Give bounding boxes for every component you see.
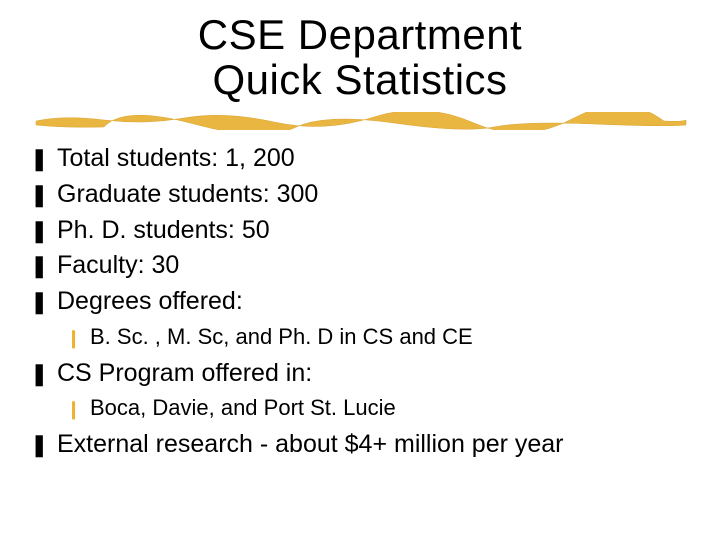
slide: { "title": { "line1": "CSE Department", …	[0, 0, 720, 540]
list-item-text: Total students: 1, 200	[57, 142, 295, 176]
slide-body: ❚ Total students: 1, 200 ❚ Graduate stud…	[30, 142, 690, 464]
list-subitem-text: Boca, Davie, and Port St. Lucie	[90, 392, 396, 424]
list-item-text: Ph. D. students: 50	[57, 214, 270, 248]
bullet-icon: ❚	[30, 359, 50, 389]
list-item: ❚ Ph. D. students: 50	[30, 214, 690, 248]
list-subitem: ❙ Boca, Davie, and Port St. Lucie	[66, 392, 690, 424]
list-item: ❚ Degrees offered:	[30, 285, 690, 319]
slide-title: CSE Department Quick Statistics	[0, 12, 720, 103]
title-line-2: Quick Statistics	[212, 56, 507, 103]
sub-bullet-icon: ❙	[66, 325, 84, 351]
list-subitem-text: B. Sc. , M. Sc, and Ph. D in CS and CE	[90, 321, 473, 353]
bullet-icon: ❚	[30, 216, 50, 246]
list-item: ❚ External research - about $4+ million …	[30, 428, 690, 462]
list-item-text: External research - about $4+ million pe…	[57, 428, 564, 462]
list-item-text: Degrees offered:	[57, 285, 243, 319]
title-underline	[34, 112, 688, 130]
bullet-icon: ❚	[30, 251, 50, 281]
list-item: ❚ Faculty: 30	[30, 249, 690, 283]
bullet-icon: ❚	[30, 430, 50, 460]
title-line-1: CSE Department	[198, 11, 522, 58]
list-item: ❚ CS Program offered in:	[30, 357, 690, 391]
bullet-icon: ❚	[30, 144, 50, 174]
list-item: ❚ Graduate students: 300	[30, 178, 690, 212]
list-subitem: ❙ B. Sc. , M. Sc, and Ph. D in CS and CE	[66, 321, 690, 353]
list-item-text: Faculty: 30	[57, 249, 179, 283]
list-item: ❚ Total students: 1, 200	[30, 142, 690, 176]
list-item-text: CS Program offered in:	[57, 357, 312, 391]
list-item-text: Graduate students: 300	[57, 178, 318, 212]
bullet-icon: ❚	[30, 287, 50, 317]
sub-bullet-icon: ❙	[66, 396, 84, 422]
bullet-icon: ❚	[30, 180, 50, 210]
